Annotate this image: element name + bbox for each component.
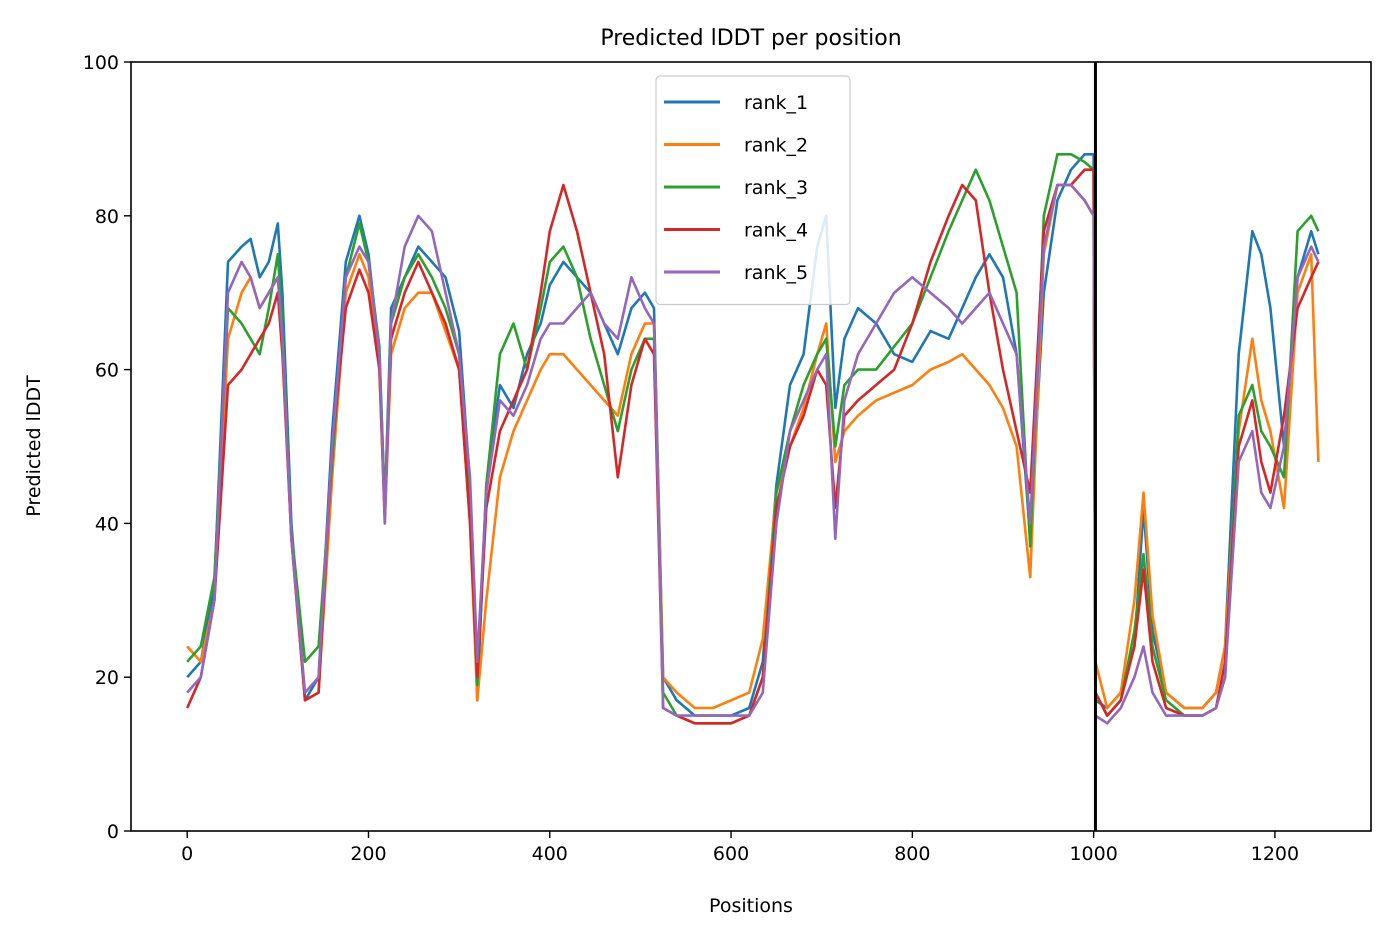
legend-box <box>655 75 851 306</box>
x-tick-label: 800 <box>894 843 930 865</box>
plot-frame <box>130 61 1372 832</box>
x-axis-ticks: 0 200 400 600 800 1000 1200 <box>181 831 1299 865</box>
series-line-rank_5 <box>186 183 1320 725</box>
legend-label-rank_2: rank_2 <box>744 135 808 157</box>
series-layer <box>186 153 1320 725</box>
legend: rank_1 rank_2 rank_3 rank_4 rank_5 <box>655 75 851 306</box>
x-axis-label: Positions <box>709 895 793 917</box>
y-tick-label: 20 <box>95 667 119 689</box>
legend-label-rank_5: rank_5 <box>744 262 808 284</box>
x-tick-label: 200 <box>350 843 386 865</box>
y-tick-label: 100 <box>83 52 119 74</box>
x-tick-label: 1200 <box>1251 843 1299 865</box>
x-tick-label: 400 <box>532 843 568 865</box>
legend-label-rank_3: rank_3 <box>744 177 808 199</box>
y-axis-label: Predicted lDDT <box>23 375 45 517</box>
y-tick-label: 80 <box>95 206 119 228</box>
y-tick-label: 40 <box>95 513 119 535</box>
x-tick-label: 0 <box>181 843 193 865</box>
x-tick-label: 600 <box>713 843 749 865</box>
legend-label-rank_1: rank_1 <box>744 92 808 114</box>
chart-title: Predicted lDDT per position <box>600 26 901 51</box>
x-tick-label: 1000 <box>1069 843 1117 865</box>
series-line-rank_2 <box>186 183 1320 710</box>
y-axis-ticks: 0 20 40 60 80 100 <box>83 52 131 843</box>
y-tick-label: 0 <box>107 821 119 843</box>
series-line-rank_4 <box>186 168 1320 725</box>
legend-label-rank_4: rank_4 <box>744 220 808 242</box>
y-tick-label: 60 <box>95 360 119 382</box>
